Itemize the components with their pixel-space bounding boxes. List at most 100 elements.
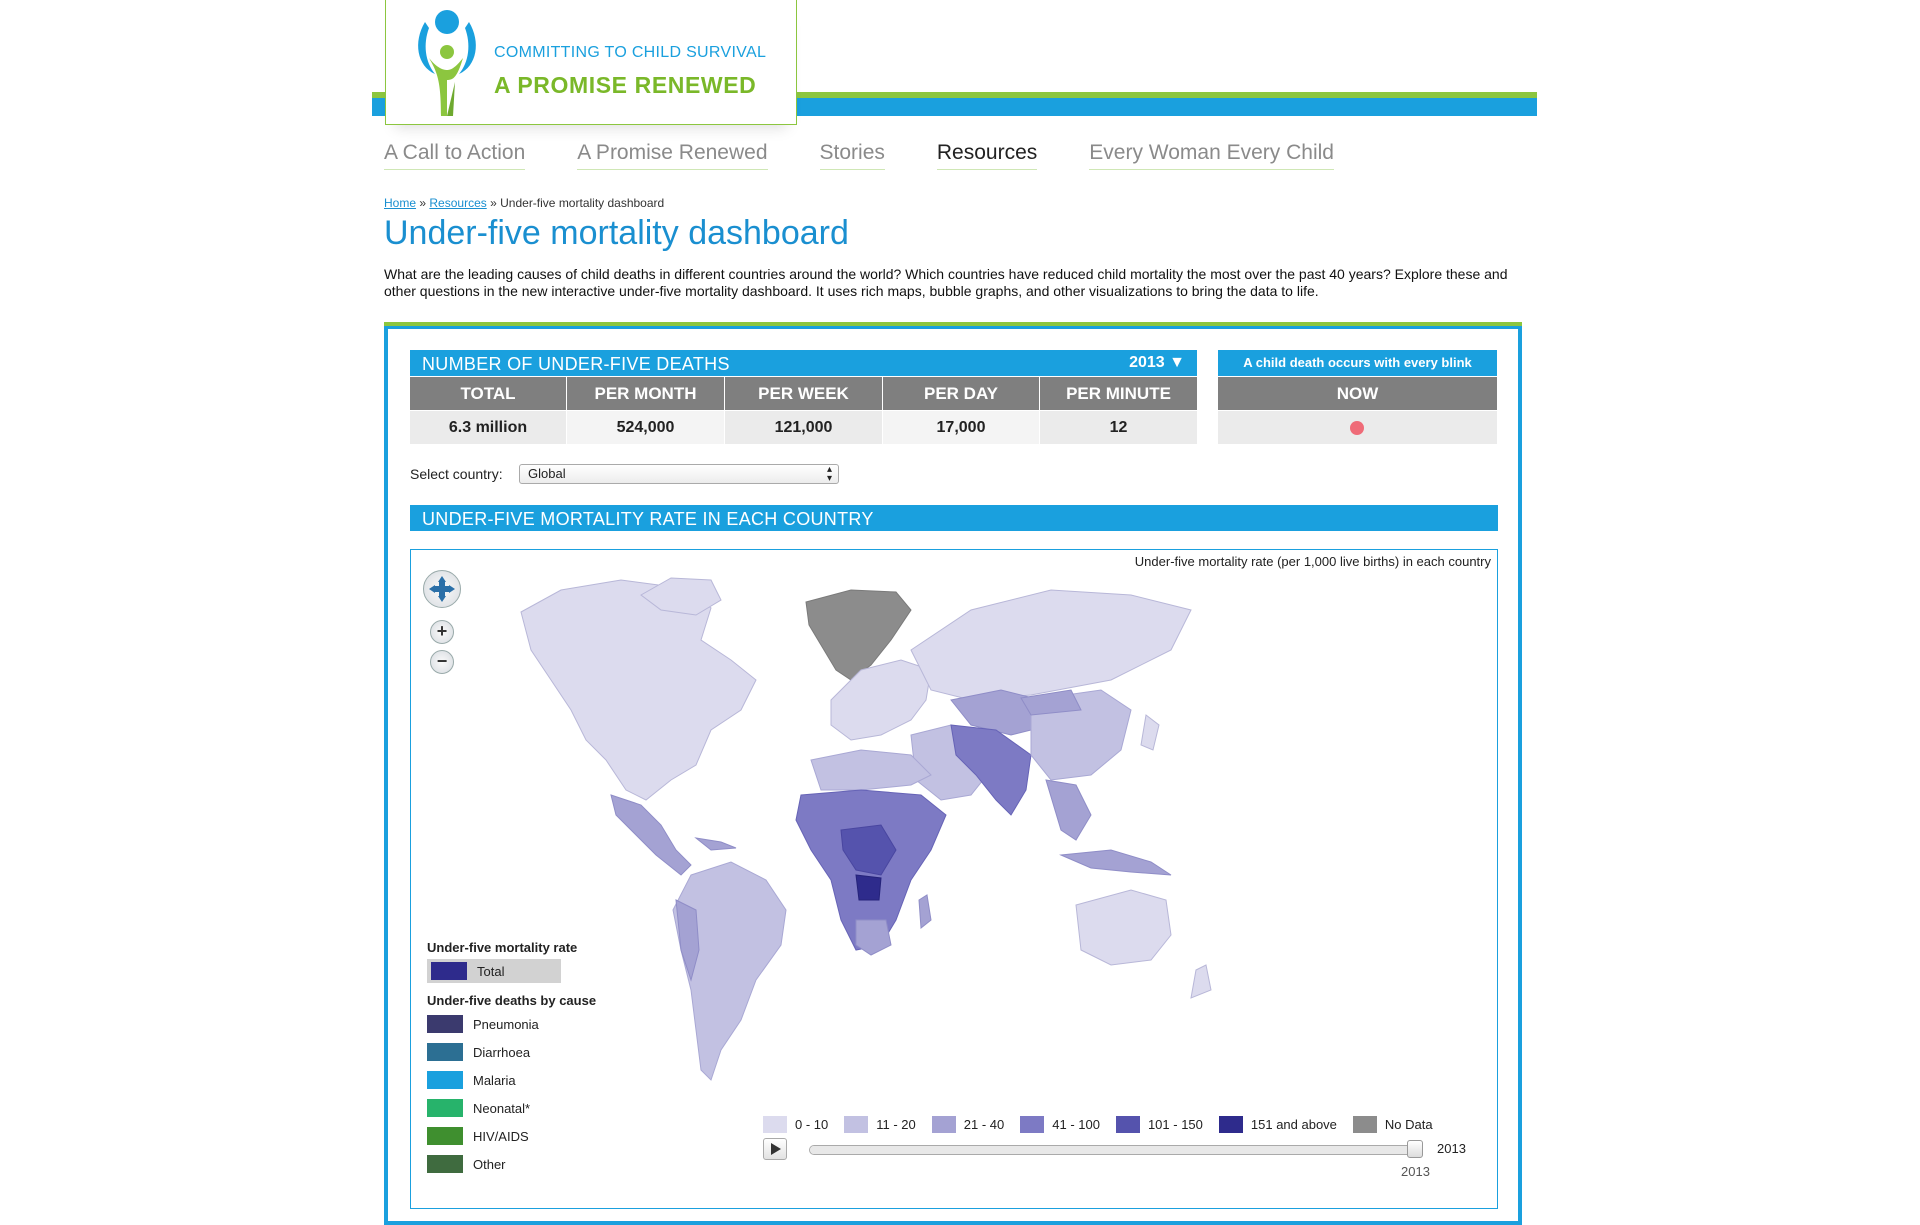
legend-bin-41-100: 41 - 100: [1020, 1116, 1100, 1133]
deaths-total-value: 6.3 million: [410, 411, 566, 444]
map-panel-title: UNDER-FIVE MORTALITY RATE IN EACH COUNTR…: [422, 509, 874, 529]
legend-bin-11-20: 11 - 20: [844, 1116, 916, 1133]
legend-swatch: [931, 1116, 956, 1133]
breadcrumb-separator: »: [419, 196, 427, 210]
map-region-indonesia: [1059, 849, 1172, 876]
deaths-panel-header: NUMBER OF UNDER-FIVE DEATHS 2013 ▼: [410, 350, 1197, 376]
breadcrumb-separator: »: [490, 196, 497, 210]
main-nav: A Call to Action A Promise Renewed Stori…: [384, 141, 1334, 170]
map-region-mongolia: [1020, 689, 1082, 716]
blink-indicator-icon: [1350, 421, 1364, 435]
timeline-track[interactable]: [809, 1145, 1423, 1155]
deaths-month-value: 524,000: [567, 411, 724, 444]
legend-item-malaria[interactable]: Malaria: [427, 1070, 596, 1090]
legend-swatch: [763, 1116, 787, 1133]
nav-item-promise-renewed[interactable]: A Promise Renewed: [577, 141, 768, 170]
breadcrumb-resources-link[interactable]: Resources: [429, 196, 487, 210]
legend-left: Under-five mortality rate Total Under-fi…: [427, 940, 596, 1174]
legend-swatch: [1352, 1116, 1377, 1133]
map-region-north-america: [520, 579, 757, 801]
deaths-col-week-header: PER WEEK: [725, 377, 882, 410]
map-region-central-america: [610, 794, 692, 876]
map-region-south-asia: [950, 724, 1032, 816]
legend-label: Total: [477, 963, 505, 979]
map-caption: Under-five mortality rate (per 1,000 liv…: [1134, 554, 1491, 569]
legend-item-diarrhoea[interactable]: Diarrhoea: [427, 1042, 596, 1062]
legend-label: Other: [473, 1156, 506, 1172]
year-dropdown-value: 2013: [1129, 354, 1165, 371]
timeline-slider-handle[interactable]: [1407, 1140, 1423, 1158]
intro-paragraph: What are the leading causes of child dea…: [384, 266, 1508, 299]
legend-item-pneumonia[interactable]: Pneumonia: [427, 1014, 596, 1034]
map-region-canada-islands: [640, 577, 722, 616]
play-button[interactable]: [763, 1138, 787, 1160]
legend-item-hiv-aids[interactable]: HIV/AIDS: [427, 1126, 596, 1146]
map-region-angola: [855, 874, 882, 901]
legend-bin-0-10: 0 - 10: [763, 1116, 828, 1133]
legend-swatch: [427, 1071, 463, 1089]
legend-label: Pneumonia: [473, 1016, 539, 1032]
deaths-minute-value: 12: [1040, 411, 1197, 444]
deaths-col-day-header: PER DAY: [883, 377, 1039, 410]
legend-swatch: [1020, 1116, 1045, 1133]
legend-label: 11 - 20: [876, 1117, 916, 1132]
map-region-russia: [910, 589, 1192, 701]
logo[interactable]: COMMITTING TO CHILD SURVIVAL A PROMISE R…: [385, 0, 797, 125]
breadcrumb-current: Under-five mortality dashboard: [500, 196, 665, 210]
year-dropdown[interactable]: 2013 ▼: [1129, 354, 1185, 372]
map-region-south-america: [672, 861, 787, 1081]
legend-item-other[interactable]: Other: [427, 1154, 596, 1174]
logo-figure-icon: [418, 10, 476, 116]
map-region-andes: [675, 899, 700, 982]
blink-panel-title: A child death occurs with every blink: [1218, 350, 1497, 376]
legend-bin-21-40: 21 - 40: [931, 1116, 1005, 1133]
nav-item-resources[interactable]: Resources: [936, 141, 1038, 170]
triangle-down-icon: ▼: [1169, 354, 1185, 371]
map-region-southern-africa: [855, 919, 892, 956]
zoom-out-button[interactable]: −: [430, 650, 454, 674]
map-region-europe: [830, 659, 932, 741]
country-select-value: Global: [528, 466, 566, 481]
map-panel-header: UNDER-FIVE MORTALITY RATE IN EACH COUNTR…: [410, 505, 1498, 531]
legend-item-total[interactable]: Total: [427, 959, 561, 983]
pan-icon: [429, 576, 455, 602]
nav-item-stories[interactable]: Stories: [819, 141, 885, 170]
breadcrumb-home-link[interactable]: Home: [384, 196, 417, 210]
legend-cause-title: Under-five deaths by cause: [427, 993, 597, 1008]
plus-icon: +: [436, 621, 448, 641]
legend-label: 0 - 10: [795, 1117, 829, 1132]
legend-swatch: [1218, 1116, 1243, 1133]
timeline-end-year: 2013: [1437, 1141, 1466, 1156]
legend-bottom: 0 - 10 11 - 20 21 - 40 41 - 100 101 - 15…: [763, 1116, 1433, 1133]
legend-item-neonatal[interactable]: Neonatal*: [427, 1098, 596, 1118]
pan-control[interactable]: [423, 570, 461, 608]
legend-label: Neonatal*: [473, 1100, 531, 1116]
country-select[interactable]: Global ▴ ▾: [519, 464, 839, 484]
nav-item-call-to-action[interactable]: A Call to Action: [384, 141, 526, 170]
map-panel: Under-five mortality rate (per 1,000 liv…: [410, 549, 1498, 1209]
world-map[interactable]: [411, 550, 1497, 1208]
map-region-new-zealand: [1190, 964, 1212, 999]
nav-item-every-woman-every-child[interactable]: Every Woman Every Child: [1089, 141, 1334, 170]
legend-label: 21 - 40: [963, 1117, 1005, 1132]
legend-label: No Data: [1384, 1117, 1433, 1132]
deaths-col-total-header: TOTAL: [410, 377, 566, 410]
header-green-stripe: [372, 92, 1537, 98]
legend-swatch: [431, 962, 467, 980]
legend-swatch: [427, 1127, 463, 1145]
legend-label: 101 - 150: [1147, 1117, 1203, 1132]
map-region-greenland: [805, 589, 912, 681]
map-region-central-africa: [840, 824, 897, 876]
country-select-label: Select country:: [410, 466, 503, 482]
zoom-in-button[interactable]: +: [430, 620, 454, 644]
legend-swatch: [427, 1015, 463, 1033]
legend-swatch: [1115, 1116, 1140, 1133]
blink-panel-cell: [1218, 411, 1497, 444]
legend-label: Malaria: [473, 1072, 516, 1088]
legend-swatch: [427, 1155, 463, 1173]
deaths-week-value: 121,000: [725, 411, 882, 444]
deaths-col-minute-header: PER MINUTE: [1040, 377, 1197, 410]
minus-icon: −: [436, 651, 448, 671]
map-region-north-africa: [810, 749, 932, 791]
legend-label: Diarrhoea: [473, 1044, 531, 1060]
